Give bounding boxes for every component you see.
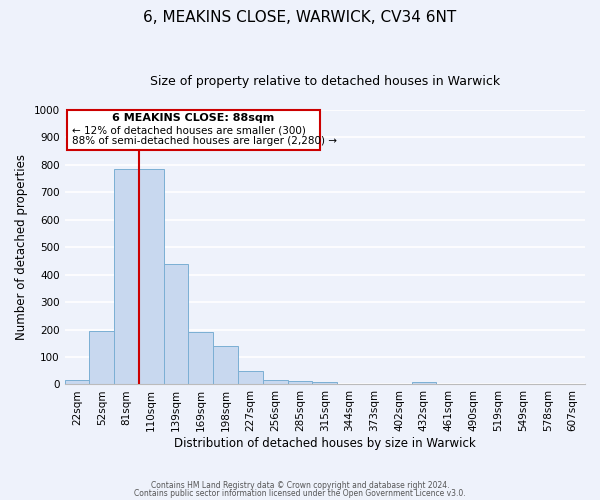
X-axis label: Distribution of detached houses by size in Warwick: Distribution of detached houses by size … xyxy=(174,437,476,450)
Title: Size of property relative to detached houses in Warwick: Size of property relative to detached ho… xyxy=(150,75,500,88)
Bar xyxy=(188,332,213,384)
Bar xyxy=(114,169,139,384)
Bar xyxy=(213,346,238,385)
Bar xyxy=(65,380,89,384)
Bar xyxy=(139,169,164,384)
Bar xyxy=(287,381,313,384)
Y-axis label: Number of detached properties: Number of detached properties xyxy=(15,154,28,340)
Text: 6 MEAKINS CLOSE: 88sqm: 6 MEAKINS CLOSE: 88sqm xyxy=(112,112,275,122)
FancyBboxPatch shape xyxy=(67,110,320,150)
Bar xyxy=(313,382,337,384)
Bar xyxy=(412,382,436,384)
Text: ← 12% of detached houses are smaller (300): ← 12% of detached houses are smaller (30… xyxy=(72,125,306,135)
Bar xyxy=(263,380,287,384)
Bar xyxy=(164,264,188,384)
Bar xyxy=(89,331,114,384)
Text: 6, MEAKINS CLOSE, WARWICK, CV34 6NT: 6, MEAKINS CLOSE, WARWICK, CV34 6NT xyxy=(143,10,457,25)
Text: Contains public sector information licensed under the Open Government Licence v3: Contains public sector information licen… xyxy=(134,488,466,498)
Text: 88% of semi-detached houses are larger (2,280) →: 88% of semi-detached houses are larger (… xyxy=(72,136,337,146)
Bar xyxy=(238,372,263,384)
Text: Contains HM Land Registry data © Crown copyright and database right 2024.: Contains HM Land Registry data © Crown c… xyxy=(151,481,449,490)
